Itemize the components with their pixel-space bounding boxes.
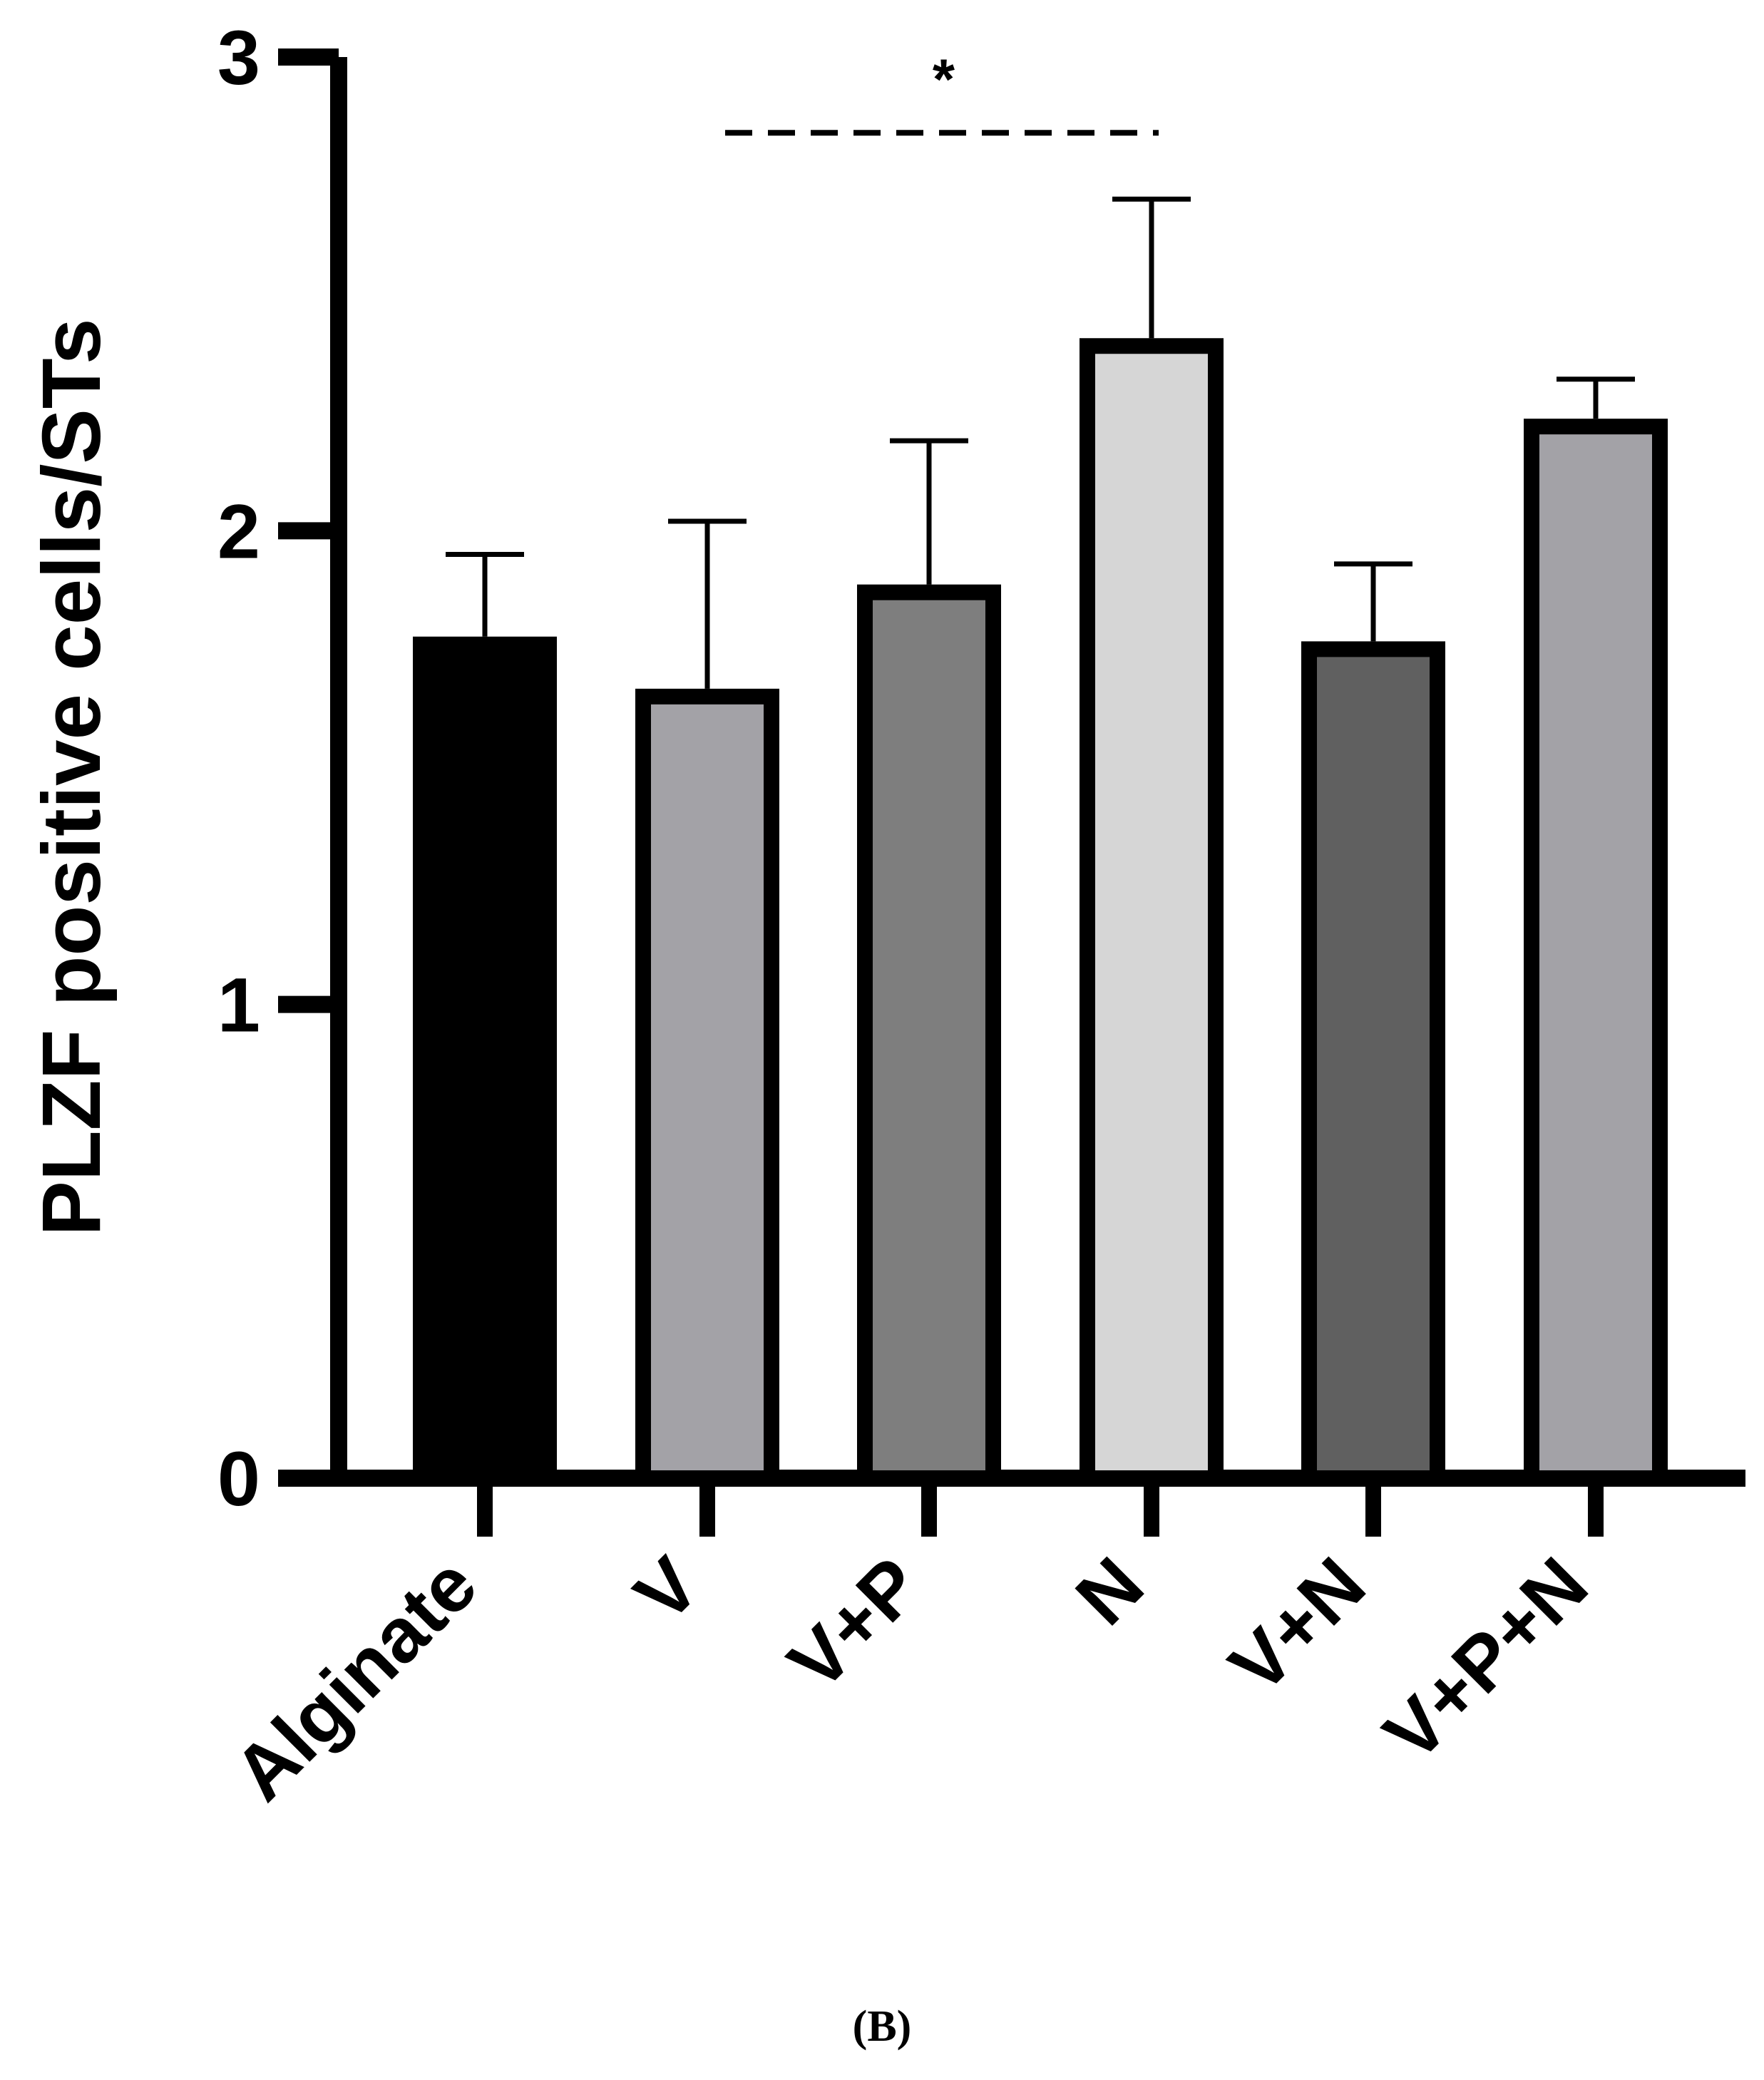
y-tick-label-2: 2 [217,488,260,574]
x-tick-label-V: V [618,1541,716,1639]
x-ticks: Alginate V V+P N V+NV+P+N [217,1478,1604,1817]
y-tick-label-1: 1 [217,962,260,1048]
significance-annotation: * [725,47,1159,136]
y-tick-label-0: 0 [217,1435,260,1522]
bar-V [635,688,779,1486]
significance-star-0: * [933,47,955,111]
bars [413,338,1668,1487]
bar-V+P [857,584,1001,1486]
bar-N [1080,338,1224,1487]
panel-label: (B) [853,2002,912,2051]
x-tick-label-Alginate: Alginate [217,1541,493,1817]
bar-V+N [1301,641,1445,1487]
y-tick-label-3: 3 [217,14,260,101]
x-tick-label-V+P: V+P [771,1541,937,1706]
error-bars [446,196,1635,689]
bar-Alginate [413,636,557,1486]
x-tick-label-V+P+N: V+P+N [1367,1541,1604,1778]
x-tick-label-V+N: V+N [1213,1541,1381,1709]
y-ticks: 0 1 2 3 [217,14,339,1522]
x-tick-label-N: N [1060,1541,1160,1641]
bar-V+P+N [1524,419,1668,1486]
y-axis-label: PLZF positive cells/STs [25,318,118,1236]
